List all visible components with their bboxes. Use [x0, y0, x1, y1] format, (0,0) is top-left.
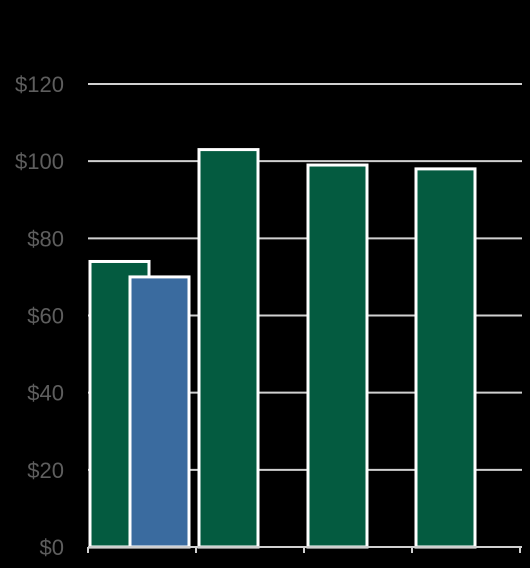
y-tick-label: $0 — [40, 535, 64, 560]
y-axis-tick-labels: $0 $20 $40 $60 $80 $100 $120 — [15, 72, 64, 560]
x-axis — [87, 546, 522, 553]
bars — [88, 148, 477, 549]
y-tick-label: $120 — [15, 72, 64, 97]
y-tick-label: $40 — [27, 381, 64, 406]
bar — [414, 167, 477, 549]
bar — [306, 163, 369, 549]
bar — [128, 275, 191, 549]
bar — [197, 148, 260, 549]
y-tick-label: $100 — [15, 149, 64, 174]
y-tick-label: $80 — [27, 226, 64, 251]
y-tick-label: $60 — [27, 304, 64, 329]
y-tick-label: $20 — [27, 458, 64, 483]
